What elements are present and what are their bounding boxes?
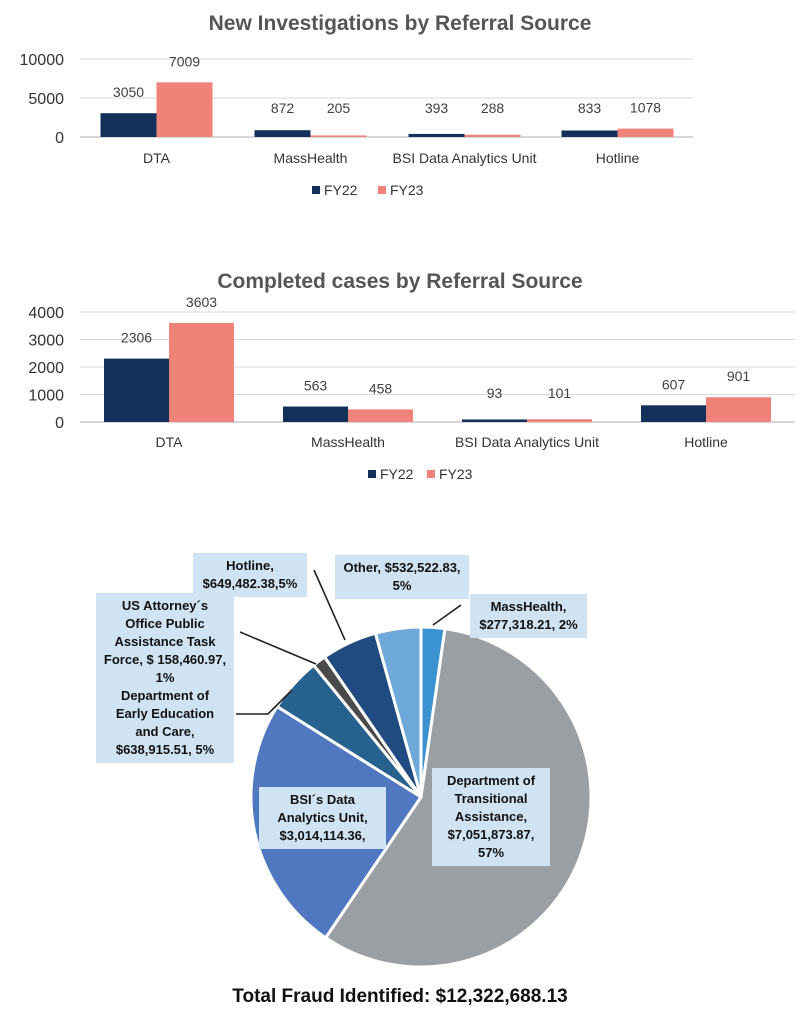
bar-fy22: [462, 419, 527, 422]
data-label: 563: [304, 378, 328, 394]
chart-title: Completed cases by Referral Source: [217, 270, 582, 293]
bar-fy23: [527, 419, 592, 422]
data-label: 607: [662, 376, 686, 392]
legend-swatch: [427, 470, 435, 478]
pie-label-text: 5%: [393, 578, 412, 593]
bar-fy22: [408, 133, 465, 137]
pie-label-text: $277,318.21, 2%: [479, 617, 578, 632]
category-label: DTA: [156, 434, 184, 450]
y-tick-label: 0: [55, 130, 64, 147]
pie-label-combined-box: [96, 593, 234, 763]
legend-label: FY22: [324, 182, 358, 198]
pie-label-text: Department of: [447, 773, 536, 788]
data-label: 288: [481, 100, 505, 116]
category-label: BSI Data Analytics Unit: [393, 150, 537, 166]
y-tick-label: 10000: [20, 52, 65, 69]
legend-label: FY23: [390, 182, 424, 198]
data-label: 101: [548, 385, 572, 401]
leader-line: [239, 631, 317, 665]
leader-line: [236, 689, 293, 715]
bar-fy22: [100, 113, 157, 137]
pie-label-box: [432, 768, 550, 866]
pie-label-text: Assistance Task: [115, 634, 217, 649]
data-label: 2306: [121, 330, 152, 346]
category-label: BSI Data Analytics Unit: [455, 434, 599, 450]
pie-label-text: Early Education: [116, 706, 214, 721]
data-label: 458: [369, 380, 393, 396]
legend-label: FY22: [380, 466, 414, 482]
y-tick-label: 2000: [28, 360, 64, 377]
bar-fy23: [156, 82, 213, 137]
pie-label-text: Transitional: [455, 791, 528, 806]
pie-label-text: and Care,: [135, 724, 194, 739]
pie-label-text: Hotline,: [226, 558, 274, 573]
y-tick-label: 3000: [28, 333, 64, 350]
pie-label-text: US Attorney´s: [122, 598, 208, 613]
data-label: 833: [578, 100, 602, 116]
chart-title: New Investigations by Referral Source: [209, 12, 592, 35]
data-label: 393: [425, 100, 449, 116]
leader-line: [313, 569, 346, 641]
pie-label-text: $7,051,873.87,: [448, 827, 535, 842]
pie-label-box: [259, 787, 386, 849]
data-label: 3603: [186, 294, 217, 310]
pie-label-text: BSI´s Data: [290, 792, 356, 807]
legend-label: FY23: [439, 466, 473, 482]
pie-slice: [373, 625, 423, 798]
leader-line: [432, 604, 462, 626]
pie-label-text: $638,915.51, 5%: [116, 742, 215, 757]
pie-label-text: Force, $ 158,460.97,: [104, 652, 226, 667]
bar-fy22: [283, 406, 348, 422]
pie-label-text: 57%: [478, 845, 504, 860]
pie-label-text: MassHealth,: [491, 599, 567, 614]
pie-label-text: Other, $532,522.83,: [343, 560, 460, 575]
total-fraud-caption: Total Fraud Identified: $12,322,688.13: [232, 986, 568, 1007]
legend-swatch: [312, 186, 320, 194]
pie-label-text: Analytics Unit,: [277, 810, 367, 825]
category-label: MassHealth: [311, 434, 385, 450]
bar-chart-2: Completed cases by Referral Source 0 1000 2…: [28, 270, 795, 482]
data-label: 7009: [169, 53, 200, 69]
bar-fy22: [254, 130, 311, 137]
data-label: 93: [487, 385, 503, 401]
y-tick-label: 4000: [28, 305, 64, 322]
bar-fy23: [169, 322, 234, 422]
pie-label-text: $3,014,114.36,: [279, 828, 365, 843]
data-label: 205: [327, 100, 351, 116]
bar-fy23: [464, 134, 521, 137]
bar-chart-1: New Investigations by Referral Source 0 50…: [20, 12, 693, 198]
pie-label-text: Department of: [121, 688, 210, 703]
bar-fy23: [310, 135, 367, 137]
pie-label-text: $649,482.38,5%: [203, 576, 298, 591]
pie-label-text: 1%: [156, 670, 175, 685]
bar-fy23: [617, 128, 674, 137]
category-label: MassHealth: [274, 150, 348, 166]
category-label: DTA: [143, 150, 171, 166]
pie-label-text: Office Public: [125, 616, 204, 631]
y-tick-label: 0: [55, 415, 64, 432]
charts-canvas: New Investigations by Referral Source 0 50…: [20, 12, 795, 969]
category-label: Hotline: [684, 434, 728, 450]
pie-label-text: Assistance,: [455, 809, 527, 824]
data-label: 901: [727, 368, 751, 384]
data-label: 872: [271, 100, 295, 116]
y-tick-label: 5000: [28, 91, 64, 108]
y-tick-label: 1000: [28, 388, 64, 405]
legend-swatch: [368, 470, 376, 478]
pie-label-box: [193, 553, 307, 597]
bar-fy22: [561, 130, 618, 137]
data-label: 1078: [630, 100, 661, 116]
bar-fy22: [641, 405, 706, 422]
pie-label-box: [470, 594, 587, 638]
legend-swatch: [378, 186, 386, 194]
pie-label-box: [335, 555, 469, 599]
bar-fy23: [706, 397, 771, 422]
pie-chart: MassHealth, $277,318.21, 2% Department of T…: [96, 553, 593, 969]
bar-fy22: [104, 358, 169, 422]
data-label: 3050: [113, 84, 144, 100]
bar-fy23: [348, 409, 413, 422]
category-label: Hotline: [596, 150, 640, 166]
